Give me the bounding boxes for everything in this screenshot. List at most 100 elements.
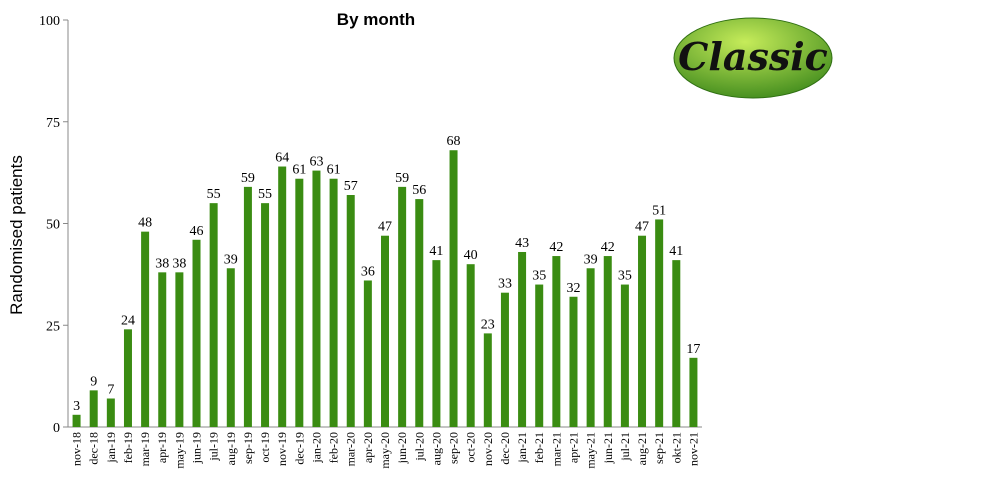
data-label: 64	[275, 151, 289, 166]
data-label: 39	[584, 252, 598, 267]
bar-mar-20	[346, 195, 355, 427]
bar-oct-19	[261, 203, 270, 427]
x-tick-label: jun-19	[190, 432, 204, 464]
data-label: 48	[138, 216, 152, 231]
data-label: 43	[515, 236, 529, 251]
x-tick-label: sep-19	[241, 432, 255, 464]
y-axis-label: Randomised patients	[7, 155, 26, 315]
data-label: 61	[327, 163, 341, 178]
data-label: 35	[618, 269, 632, 284]
x-tick-label: feb-19	[121, 432, 135, 463]
bar-jul-19	[209, 203, 218, 427]
bar-may-19	[175, 272, 184, 427]
data-label: 42	[601, 240, 615, 255]
bar-sep-20	[449, 150, 458, 428]
x-tick-label: nov-20	[481, 432, 495, 466]
bar-nov-19	[278, 166, 287, 427]
bar-aug-21	[638, 235, 647, 427]
y-tick-label: 25	[46, 319, 60, 334]
data-label: 33	[498, 277, 512, 292]
x-tick-label: oct-19	[258, 432, 272, 463]
x-tick-label: jan-20	[309, 432, 323, 464]
bar-feb-20	[329, 178, 338, 427]
y-tick-label: 100	[39, 14, 60, 29]
x-tick-label: sep-21	[652, 432, 666, 464]
data-label: 23	[481, 317, 495, 332]
x-tick-label: may-20	[378, 432, 392, 469]
data-label: 38	[172, 256, 186, 271]
x-tick-label: dec-20	[498, 432, 512, 465]
data-label: 59	[395, 171, 409, 186]
x-tick-label: aug-19	[224, 432, 238, 465]
data-label: 42	[549, 240, 563, 255]
x-tick-label: dec-19	[292, 432, 306, 465]
data-label: 51	[652, 203, 666, 218]
bar-jan-21	[518, 251, 527, 427]
bar-aug-20	[432, 260, 441, 427]
data-label: 61	[292, 163, 306, 178]
classic-logo: Classic	[673, 17, 833, 99]
bar-oct-20	[466, 264, 475, 427]
x-ticks: nov-18 dec-18 jan-19 feb-19 mar-19 apr-19 may-…	[70, 432, 701, 469]
data-label: 3	[73, 399, 80, 414]
bar-jan-19	[106, 398, 115, 427]
x-tick-label: aug-20	[429, 432, 443, 465]
x-tick-label: jan-21	[515, 432, 529, 464]
data-label: 9	[90, 374, 97, 389]
bar-jun-21	[603, 256, 612, 427]
bar-sep-21	[655, 219, 664, 427]
x-tick-label: okt-21	[669, 432, 683, 463]
bar-mar-19	[141, 231, 150, 427]
x-tick-label: apr-21	[566, 432, 580, 463]
x-tick-label: feb-21	[532, 432, 546, 463]
x-tick-label: jun-21	[601, 432, 615, 464]
data-label: 38	[155, 256, 169, 271]
y-ticks: 0 25 50 75 100	[39, 14, 68, 436]
data-label: 32	[566, 281, 580, 296]
bar-dec-19	[295, 178, 304, 427]
bar-nov-20	[483, 333, 492, 427]
x-tick-label: oct-20	[464, 432, 478, 463]
data-label: 41	[429, 244, 443, 259]
data-label: 59	[241, 171, 255, 186]
bar-jul-21	[620, 284, 629, 427]
data-label: 41	[669, 244, 683, 259]
x-tick-label: mar-21	[549, 432, 563, 466]
x-tick-label: jul-20	[412, 432, 426, 462]
x-tick-label: feb-20	[327, 432, 341, 463]
data-label: 68	[447, 134, 461, 149]
x-tick-label: jul-21	[618, 432, 632, 462]
bar-nov-18	[72, 414, 81, 427]
y-tick-label: 0	[53, 421, 60, 436]
x-tick-label: apr-19	[155, 432, 169, 463]
x-tick-label: apr-20	[361, 432, 375, 463]
x-tick-label: may-19	[172, 432, 186, 469]
bar-may-20	[381, 235, 389, 427]
data-label: 24	[121, 313, 135, 328]
data-label: 46	[190, 224, 204, 239]
bar-apr-21	[569, 296, 578, 427]
bar-feb-19	[123, 329, 132, 427]
bar-feb-21	[535, 284, 544, 427]
bar-okt-21	[672, 260, 681, 427]
data-label: 17	[686, 342, 700, 357]
data-label: 56	[412, 183, 426, 198]
x-tick-label: jan-19	[104, 432, 118, 464]
data-label: 47	[635, 220, 649, 235]
x-tick-label: mar-19	[138, 432, 152, 466]
x-tick-label: jun-20	[395, 432, 409, 464]
data-label: 55	[207, 187, 221, 202]
bar-may-21	[586, 268, 595, 427]
bar-jun-19	[192, 239, 201, 427]
data-label: 40	[464, 248, 478, 263]
logo-ellipse	[673, 17, 833, 99]
bar-jul-20	[415, 199, 424, 427]
data-label: 36	[361, 264, 375, 279]
x-tick-label: aug-21	[635, 432, 649, 465]
bar-jan-20	[312, 170, 321, 427]
data-label: 35	[532, 269, 546, 284]
bar-sep-19	[243, 186, 252, 427]
x-tick-label: jul-19	[207, 432, 221, 462]
